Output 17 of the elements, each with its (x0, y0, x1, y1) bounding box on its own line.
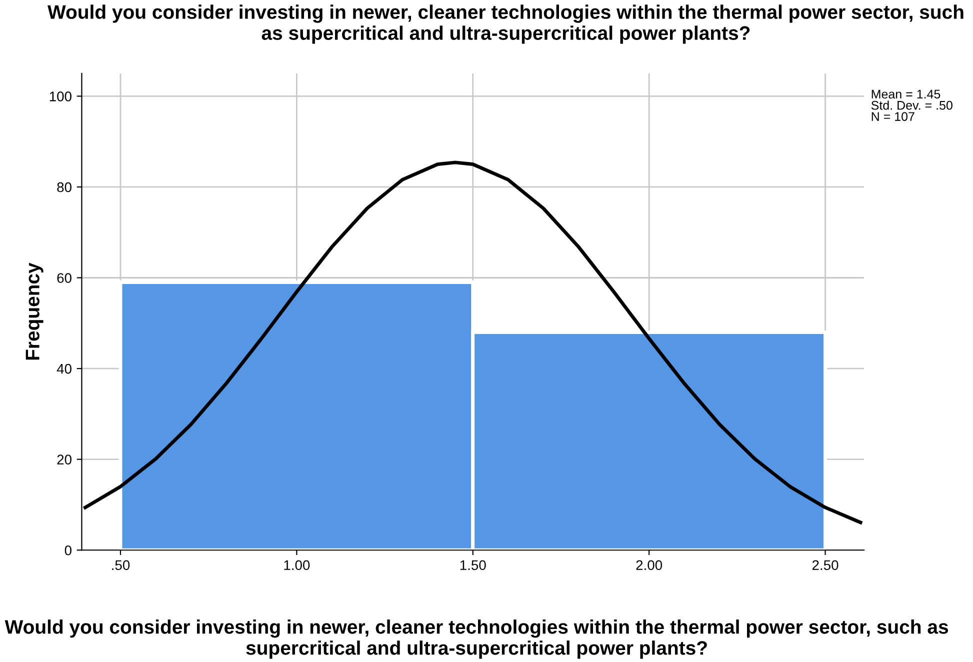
x-tick-label: 2.00 (636, 560, 662, 570)
x-tick-label: .50 (112, 560, 130, 570)
y-tick-label: 40 (56, 364, 72, 374)
x-tick-label: 1.50 (460, 560, 486, 570)
x-tick-label: 1.00 (284, 560, 310, 570)
text: Mean = 1.45 (872, 90, 940, 99)
y-axis-title: Frequency (26, 262, 44, 360)
y-tick-label: 20 (57, 454, 72, 465)
chart-title: Would you consider investing in newer, cleaner technologies within the thermal power sector, such as supercritical and ultra-supercritical power plants? (48, 4, 964, 44)
x-axis-title: Would you consider investing in newer, cleaner technologies within the thermal power sector, such as supercritical and ultra-supercritical power plants? (4, 620, 948, 659)
text: Std. Dev. = .50 (871, 100, 952, 110)
x-tick-label: 2.50 (812, 560, 838, 570)
y-tick-label: 0 (64, 545, 72, 556)
y-tick-label: 80 (57, 182, 72, 192)
y-tick-label: 60 (57, 273, 72, 283)
text: N = 107 (872, 112, 914, 121)
y-tick-label: 100 (50, 92, 72, 102)
